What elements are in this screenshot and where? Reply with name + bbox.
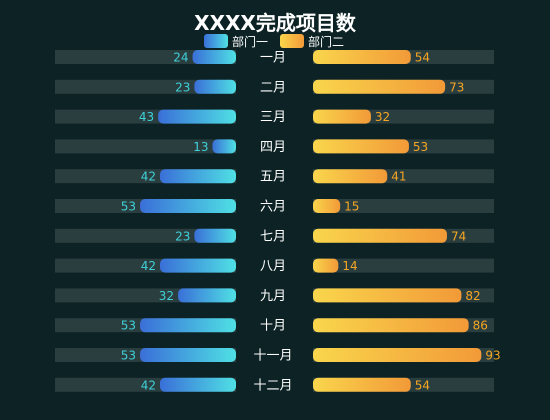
data-label-left: 43 xyxy=(139,110,154,124)
bar-track-left xyxy=(55,50,236,64)
data-label-left: 13 xyxy=(193,140,208,154)
data-label-right: 14 xyxy=(342,259,357,273)
legend-label-series-1: 部门一 xyxy=(232,34,268,49)
data-label-right: 93 xyxy=(485,349,500,363)
data-label-left: 53 xyxy=(121,319,136,333)
data-label-left: 32 xyxy=(159,289,174,303)
bar-left-series-1 xyxy=(192,50,236,64)
bar-right-series-2 xyxy=(313,169,388,184)
bar-track-right xyxy=(313,199,494,213)
bar-right-series-2 xyxy=(313,288,462,303)
data-label-right: 54 xyxy=(415,51,430,65)
data-label-right: 53 xyxy=(413,140,428,154)
data-label-right: 73 xyxy=(449,80,464,94)
bar-left-series-1 xyxy=(140,199,236,213)
data-label-right: 32 xyxy=(375,110,390,124)
bar-left-series-1 xyxy=(159,169,236,184)
bar-right-series-2 xyxy=(313,139,409,154)
data-label-left: 42 xyxy=(141,378,156,392)
bar-left-series-1 xyxy=(194,79,236,94)
category-label: 二月 xyxy=(260,80,286,95)
category-label: 九月 xyxy=(260,289,286,304)
bar-left-series-1 xyxy=(158,109,236,124)
category-label: 三月 xyxy=(260,110,286,125)
bar-rows: 24 54 一月 23 73 二月 43 32 三月 13 53 四月 42 41 五月 53 15 六月 23 74… xyxy=(55,50,501,393)
data-label-left: 42 xyxy=(141,259,156,273)
legend: 部门一 部门二 xyxy=(204,34,344,49)
bar-right-series-2 xyxy=(313,318,469,333)
data-label-right: 82 xyxy=(465,289,480,303)
bar-left-series-1 xyxy=(159,258,236,273)
bar-right-series-2 xyxy=(313,377,411,392)
chart-title: XXXX完成项目数 xyxy=(194,11,357,35)
legend-swatch-series-2 xyxy=(280,34,304,48)
bar-right-series-2 xyxy=(313,258,339,273)
bar-left-series-1 xyxy=(194,228,236,243)
data-label-right: 86 xyxy=(473,319,488,333)
bar-right-series-2 xyxy=(313,79,446,94)
bar-right-series-2 xyxy=(313,348,482,362)
bar-track-right xyxy=(313,258,494,273)
category-label: 八月 xyxy=(260,259,286,274)
data-label-right: 15 xyxy=(344,200,359,214)
legend-label-series-2: 部门二 xyxy=(308,34,344,49)
category-label: 五月 xyxy=(260,170,286,185)
bar-right-series-2 xyxy=(313,50,411,64)
bar-left-series-1 xyxy=(178,288,236,303)
bar-left-series-1 xyxy=(212,139,236,154)
data-label-right: 74 xyxy=(451,229,466,243)
bar-track-left xyxy=(55,139,236,154)
category-label: 一月 xyxy=(260,51,286,66)
bar-right-series-2 xyxy=(313,109,371,124)
data-label-left: 24 xyxy=(173,51,188,65)
data-label-left: 23 xyxy=(175,80,190,94)
data-label-left: 42 xyxy=(141,170,156,184)
legend-swatch-series-1 xyxy=(204,34,228,48)
data-label-left: 53 xyxy=(121,349,136,363)
data-label-right: 54 xyxy=(415,378,430,392)
category-label: 七月 xyxy=(260,229,286,244)
bar-right-series-2 xyxy=(313,199,341,213)
bar-left-series-1 xyxy=(159,377,236,392)
bar-left-series-1 xyxy=(140,318,236,333)
category-label: 六月 xyxy=(260,200,286,215)
category-label: 十一月 xyxy=(253,349,292,364)
category-label: 十二月 xyxy=(253,378,292,393)
bar-track-left xyxy=(55,228,236,243)
bar-track-left xyxy=(55,79,236,94)
data-label-left: 23 xyxy=(175,229,190,243)
category-label: 四月 xyxy=(260,140,286,155)
category-label: 十月 xyxy=(260,319,286,334)
data-label-left: 53 xyxy=(121,200,136,214)
bar-left-series-1 xyxy=(140,348,236,362)
data-label-right: 41 xyxy=(391,170,406,184)
bar-right-series-2 xyxy=(313,228,447,243)
